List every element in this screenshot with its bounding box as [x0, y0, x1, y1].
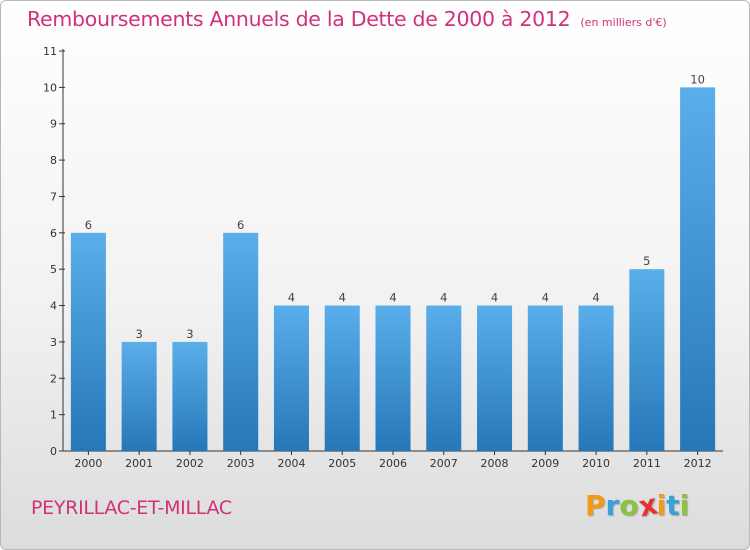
x-tick-label: 2006	[379, 457, 407, 470]
y-tick-label: 1	[50, 409, 57, 422]
y-tick-label: 6	[50, 227, 57, 240]
data-label: 4	[339, 291, 346, 305]
x-tick-label: 2007	[430, 457, 458, 470]
y-tick-label: 7	[50, 190, 57, 203]
logo-letter: o	[619, 489, 639, 522]
y-tick-label: 3	[50, 336, 57, 349]
data-label: 6	[85, 218, 92, 232]
bar	[578, 305, 614, 451]
x-tick-label: 2005	[328, 457, 356, 470]
bar	[375, 305, 411, 451]
x-tick-label: 2001	[125, 457, 153, 470]
y-tick-label: 11	[43, 45, 57, 58]
logo-letter: P	[585, 489, 606, 522]
bar	[629, 269, 665, 451]
data-label: 3	[186, 327, 193, 341]
bar	[273, 305, 309, 451]
data-label: 3	[135, 327, 142, 341]
x-tick-label: 2009	[531, 457, 559, 470]
commune-name: PEYRILLAC-ET-MILLAC	[31, 497, 232, 519]
data-label: 4	[389, 291, 396, 305]
x-tick-label: 2004	[277, 457, 305, 470]
bar	[121, 341, 157, 451]
bar	[324, 305, 360, 451]
x-tick-label: 2010	[582, 457, 610, 470]
bar	[426, 305, 462, 451]
x-tick-label: 2011	[633, 457, 661, 470]
y-tick-label: 2	[50, 372, 57, 385]
data-label: 6	[237, 218, 244, 232]
data-label: 5	[643, 254, 650, 268]
bar	[70, 232, 106, 451]
y-tick-label: 0	[50, 445, 57, 458]
y-tick-label: 9	[50, 118, 57, 131]
logo-letter: i	[679, 489, 690, 522]
data-label: 4	[491, 291, 498, 305]
data-label: 10	[690, 72, 705, 86]
y-tick-label: 10	[43, 81, 57, 94]
chart-subtitle: (en milliers d'€)	[580, 16, 667, 29]
y-tick-label: 4	[50, 300, 57, 313]
bar	[680, 87, 716, 451]
proxiti-logo: Proxiti	[585, 487, 690, 523]
x-tick-label: 2008	[481, 457, 509, 470]
data-label: 4	[592, 291, 599, 305]
logo-letter: i	[656, 489, 667, 522]
bar	[527, 305, 563, 451]
x-tick-label: 2012	[684, 457, 712, 470]
data-label: 4	[542, 291, 549, 305]
bar	[477, 305, 513, 451]
logo-letter: r	[605, 489, 620, 522]
chart-title: Remboursements Annuels de la Dette de 20…	[27, 7, 667, 31]
x-tick-label: 2002	[176, 457, 204, 470]
x-tick-label: 2003	[227, 457, 255, 470]
y-tick-label: 5	[50, 263, 57, 276]
bar	[223, 232, 259, 451]
chart-title-text: Remboursements Annuels de la Dette de 20…	[27, 7, 571, 31]
y-tick-label: 8	[50, 154, 57, 167]
data-label: 4	[440, 291, 447, 305]
bar	[172, 341, 208, 451]
data-label: 4	[288, 291, 295, 305]
x-tick-label: 2000	[74, 457, 102, 470]
logo-letter: t	[666, 489, 680, 522]
